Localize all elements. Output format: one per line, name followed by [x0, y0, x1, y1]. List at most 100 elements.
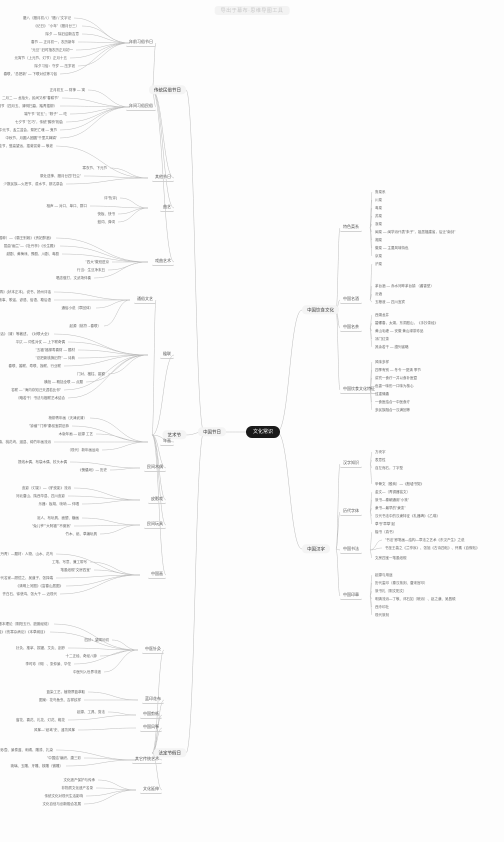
right-leaf-10: 茅台酒 — 赤水河畔茅台镇 （酱香型） — [372, 283, 437, 289]
right-leaf-29: 金文—（青铜器铭文） — [372, 489, 413, 495]
left-b2-13: 蓝印花布 — [142, 696, 164, 704]
left-leaf-28: 唱念做打，文武场伴奏 — [53, 275, 94, 281]
left-leaf-79: 文化自信与创新融合发展 — [40, 801, 85, 807]
right-leaf-9: 沪菜 — [372, 261, 385, 267]
right-leaf-4: 浙菜 — [372, 221, 385, 227]
left-leaf-54: 竹木、纸、草编玩具 — [63, 531, 101, 537]
watermark: 导出于幕布·思维导图工具 — [215, 6, 290, 15]
left-leaf-59: 《清明上河图》《富春山居图》 — [13, 583, 66, 589]
right-leaf-24: 多民族融合一汉满回等 — [372, 407, 413, 413]
left-leaf-26: "四大"徽班进京 — [83, 259, 113, 265]
left-leaf-49: 皮影（灯影）—《驴皮影》流派 — [19, 485, 74, 491]
left-leaf-58: 历代名家—顾恺之、吴道子、张择端 — [0, 575, 56, 581]
right-leaf-38: 起源与用途 — [372, 572, 396, 578]
left-leaf-76: 文化遗产保护与传承 — [61, 777, 99, 783]
left-leaf-5: 元宵节（上元节、灯节）正月十五 — [12, 55, 71, 61]
right-b2-4: 汉字知识 — [340, 460, 362, 468]
connector-lines — [0, 0, 504, 842]
right-leaf-22: 注重情趣 — [372, 391, 392, 397]
left-b2-1: 年间习俗民俗 — [126, 103, 156, 111]
left-b2-2: 其他节日 — [152, 174, 174, 182]
left-leaf-61: 中医基本理论（阴阳五行、脏腑经络） — [0, 621, 54, 627]
left-leaf-29: 弹词《再》(状本正本)，说书，扬州评话 — [0, 289, 54, 295]
right-leaf-33: 草书"章草"起 — [372, 521, 398, 527]
left-leaf-38: 门对、楹柱、匾额 — [74, 371, 108, 377]
left-leaf-51: 乐器：板胡、唢呐 — 伴唱 — [36, 501, 82, 507]
left-leaf-65: 十二正经、奇经八脉 — [63, 653, 101, 659]
right-leaf-14: 碧螺春，太湖，东洞庭山，《手抄茶经》 — [372, 320, 441, 326]
right-leaf-12: 五粮液 — 四川宜宾 — [372, 299, 408, 305]
left-main: 中国节日 — [198, 427, 226, 436]
left-b2-6: 楹联 — [160, 351, 174, 359]
left-leaf-62: 《黄帝内经》《伤寒杂病论》《本草纲目》 — [0, 629, 50, 635]
left-leaf-67: 中医列入世界非遗 — [70, 669, 104, 675]
left-leaf-63: 四诊：望闻问切 — [82, 637, 113, 643]
right-leaf-36: 书圣王羲之《兰亭序》、张旭《古诗四帖》、怀素《自叙帖》 — [382, 545, 483, 551]
left-leaf-47: 提线木偶、布袋木偶、杖头木偶 — [15, 459, 70, 465]
left-leaf-53: "兔儿爷""大阿福""不倒翁" — [29, 523, 74, 529]
left-leaf-31: 通俗小说（章回体） — [59, 305, 97, 311]
left-leaf-2: 除夕 — 除旧迎新吉意 — [43, 31, 82, 37]
left-leaf-7: 春联，"总把新" — 下联对仗等习俗 — [1, 71, 60, 77]
right-leaf-35: "书法"即笔画—结构—章法之艺术《东汉产生》之说 — [382, 537, 468, 543]
right-b2-1: 中国名酒 — [340, 296, 362, 304]
left-leaf-66: 李时珍（明）、张仲景、华佗 — [23, 661, 75, 667]
left-b2-10: 民间玩具 — [144, 521, 166, 529]
right-leaf-21: 色香一味形一口味为核心 — [372, 383, 417, 389]
right-leaf-5: 闽菜 — 闽学派代表"朱子"，祖居福建省，后迁"南剑" — [372, 229, 458, 235]
left-b2-7: 年画 — [160, 438, 174, 446]
left-leaf-74: "中国结"编织、唐三彩 — [44, 755, 84, 761]
left-leaf-34: 平仄 — 词性对仗 — 上下联奇偶 — [13, 339, 68, 345]
left-b1-0: 传统民俗节日 — [149, 85, 186, 94]
right-leaf-20: 讲究一食疗一并以食补医暨 — [372, 375, 420, 381]
left-leaf-4: "元旦" 旧时指农历正月初一 — [28, 47, 76, 53]
left-leaf-10: 清明节（四月五、清明扫墓，踏青插柳） — [0, 103, 60, 109]
left-leaf-73: 紫砂壶、景泰蓝、刺绣、雕漆、扎染 — [0, 747, 56, 753]
left-b2-9: 皮影戏 — [148, 496, 166, 504]
left-leaf-12: 七夕节 "乞巧"，传统"鹊桥"相会 — [12, 119, 66, 125]
right-b2-0: 特色菜系 — [340, 224, 362, 232]
left-leaf-24: 昆曲"幽兰"—《牡丹亭》《长生殿》 — [1, 243, 60, 249]
right-leaf-32: 汉代书法中的汉隶特征《礼器碑》《乙瑛》 — [372, 513, 443, 519]
left-leaf-6: 除夕习俗：守岁 — 压岁钱 — [32, 63, 78, 69]
right-leaf-7: 徽菜 — 主要风味特色 — [372, 245, 411, 251]
right-b2-5: 历代字体 — [340, 508, 362, 516]
left-leaf-55: 国画（丹青）—题材：人物、山水、花鸟 — [0, 551, 56, 557]
left-leaf-70: 起源、工具、剪法 — [74, 709, 108, 715]
left-leaf-15: 重阳佳节，登高望远，插菊赏菊 — 敬老 — [0, 143, 56, 149]
left-b2-8: 民间木偶 — [144, 464, 166, 472]
left-leaf-18: 少数民族—火把节、泼水节、那达慕会 — [1, 181, 67, 187]
right-leaf-3: 苏菜 — [372, 213, 385, 219]
left-leaf-11: 端午节 "初五"；"粽子" — 吃 — [21, 111, 70, 117]
left-b2-17: 文化延伸 — [140, 786, 162, 794]
left-leaf-17: 祭灶送神、腊月廿四"扫尘" — [37, 173, 84, 179]
left-leaf-20: 相声 — 对口、单口、群口 — [44, 203, 90, 209]
left-b2-11: 中国画 — [148, 571, 166, 579]
left-leaf-16: 寒衣节、下元节 — [80, 165, 111, 171]
left-leaf-44: 木版年画 — 起源 工艺 — [56, 431, 96, 437]
right-leaf-39: 历代玺印（秦汉篆刻、唐宋官印） — [372, 580, 431, 586]
right-leaf-0: 鲁菜系 — [372, 189, 389, 195]
root-node: 文化常识 — [246, 426, 280, 438]
right-leaf-42: 西泠印社 — [372, 604, 392, 610]
left-leaf-32: 起源（桃符→春联） — [67, 323, 105, 329]
right-leaf-1: 川菜 — [372, 197, 385, 203]
left-leaf-75: 琉璃、玉雕、牙雕、核雕（微雕） — [8, 763, 67, 769]
right-leaf-16: 祁门红茶 — [372, 336, 392, 342]
left-leaf-13: 中元节、盂兰盆会，祭祀亡魂 — 鬼节 — [0, 127, 60, 133]
left-leaf-72: 风筝—"纸鸢"史、潍坊风筝 — [31, 727, 78, 733]
left-leaf-36: "总把新桃换旧符" — 诗典 — [33, 355, 78, 361]
right-leaf-27: 自左而右，丁字型 — [372, 465, 406, 471]
left-leaf-57: 笔墨纸砚"文房四宝" — [58, 567, 95, 573]
right-leaf-28: 甲骨文（殷商）—《殷墟书契》 — [372, 481, 427, 487]
left-leaf-52: 泥人、布玩具、面塑、糖画 — [34, 515, 82, 521]
left-leaf-8: 正月初五 — 财神 — 寓 — [47, 87, 88, 93]
left-leaf-40: 名联 — "海内存知己天涯若比邻" — [8, 387, 64, 393]
right-b1-1: 中国汉字 — [302, 544, 330, 553]
left-b2-16: 其它传统艺术 — [132, 756, 162, 764]
left-leaf-35: "五福"福禄寿喜财 — 题材 — [33, 347, 78, 353]
left-leaf-64: 针灸、推拿、拔罐、艾灸、刮痧 — [13, 645, 68, 651]
left-leaf-50: 河北唐山、陕西华县、四川皮影 — [13, 493, 68, 499]
right-leaf-2: 粤菜 — [372, 205, 385, 211]
right-leaf-31: 隶书—最早的"隶变" — [372, 505, 409, 511]
